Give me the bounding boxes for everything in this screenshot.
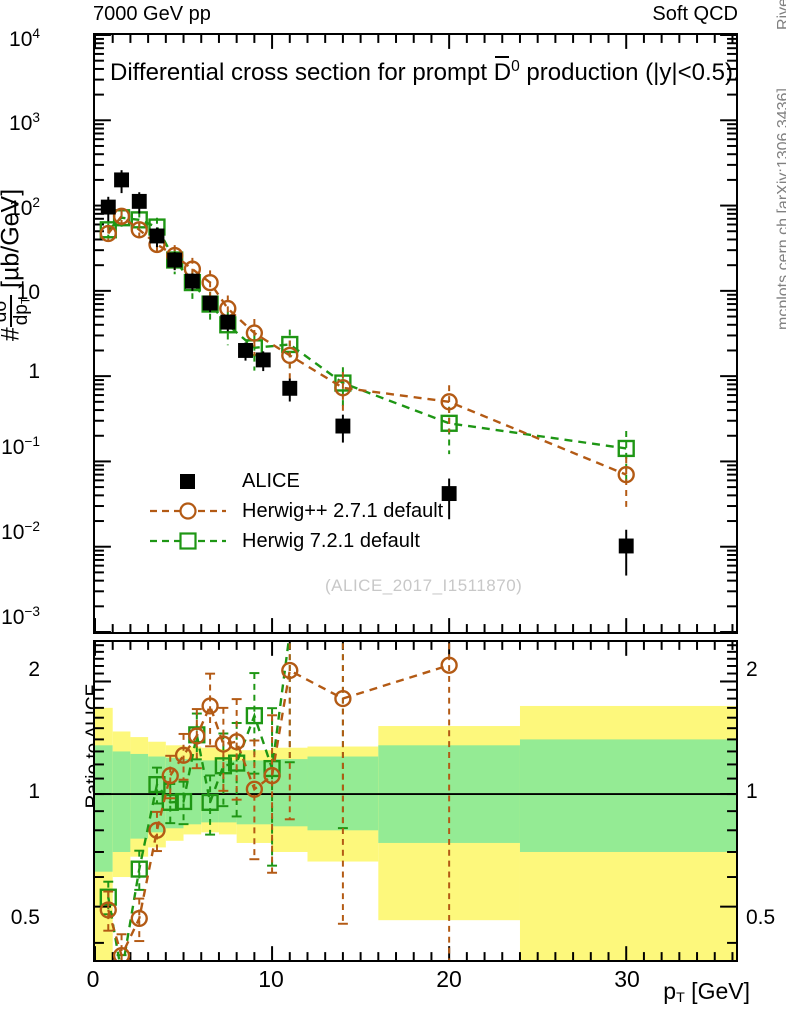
ytick-ratio-right-2: 2 [746, 658, 758, 681]
ytick-main-10: 10 [16, 281, 40, 304]
ratio-plot-svg [95, 642, 736, 960]
ytick-main-1e2: 102 [9, 195, 40, 220]
legend-entry-herwigpp[interactable]: Herwig++ 2.7.1 default [150, 496, 443, 526]
ytick-ratio-right-05: 0.5 [746, 906, 776, 929]
legend: ALICE Herwig++ 2.7.1 default Herwig 7.2.… [150, 466, 443, 556]
legend-key-alice [150, 468, 226, 494]
legend-key-herwig7 [150, 528, 226, 554]
xtick-0: 0 [86, 966, 100, 992]
legend-entry-herwig7[interactable]: Herwig 7.2.1 default [150, 526, 443, 556]
xtick-30: 30 [614, 966, 640, 992]
legend-key-herwigpp [150, 498, 226, 524]
ratio-plot-panel [93, 640, 738, 962]
ytick-main-1: 1 [28, 360, 40, 383]
main-plot-panel [93, 33, 738, 634]
particle-charge: 0 [511, 58, 520, 75]
plot-title-suffix: production (|y|<0.5). [519, 59, 740, 86]
header-left-label: 7000 GeV pp [93, 3, 211, 25]
legend-label-herwig7: Herwig 7.2.1 default [242, 529, 420, 552]
ytick-main-1em2: 10−2 [1, 519, 40, 544]
header-right-label: Soft QCD [652, 3, 738, 25]
particle-letter: D [493, 59, 512, 86]
x-axis-label-sub: T [676, 990, 685, 1007]
legend-label-herwigpp: Herwig++ 2.7.1 default [242, 499, 444, 522]
d-zero-symbol: D0 [493, 56, 520, 87]
x-axis-label-p: p [663, 978, 677, 1004]
antiparticle-bar [494, 56, 509, 58]
ytick-ratio-left-05: 0.5 [10, 906, 40, 929]
ytick-ratio-left-1: 1 [28, 780, 40, 803]
ytick-main-1e4: 104 [9, 26, 40, 51]
ytick-main-1em3: 10−3 [1, 604, 40, 629]
legend-label-alice: ALICE [242, 469, 300, 492]
plot-title-prefix: Differential cross section for prompt [110, 59, 494, 86]
ytick-main-1em1: 10−1 [1, 434, 40, 459]
x-axis-label: pT [GeV] [663, 978, 750, 1006]
ytick-ratio-left-2: 2 [28, 658, 40, 681]
legend-entry-alice[interactable]: ALICE [150, 466, 443, 496]
ytick-main-1e3: 103 [9, 110, 40, 135]
ytick-ratio-right-1: 1 [746, 780, 758, 803]
mcplots-reference-note: mcplots.cern.ch [arXiv:1306.3436] [775, 88, 786, 330]
plot-title: Differential cross section for prompt D0… [110, 56, 740, 87]
y-axis-label-main: # dσ dpT [µb/GeV] [0, 155, 33, 375]
analysis-id-watermark: (ALICE_2017_I1511870) [325, 576, 523, 595]
xtick-10: 10 [258, 966, 284, 992]
main-plot-svg [94, 34, 736, 633]
xtick-20: 20 [436, 966, 462, 992]
rivet-version-note: Rivet 4.1.0, ≥ 100k events [775, 0, 786, 30]
x-axis-label-unit: [GeV] [684, 978, 750, 1004]
